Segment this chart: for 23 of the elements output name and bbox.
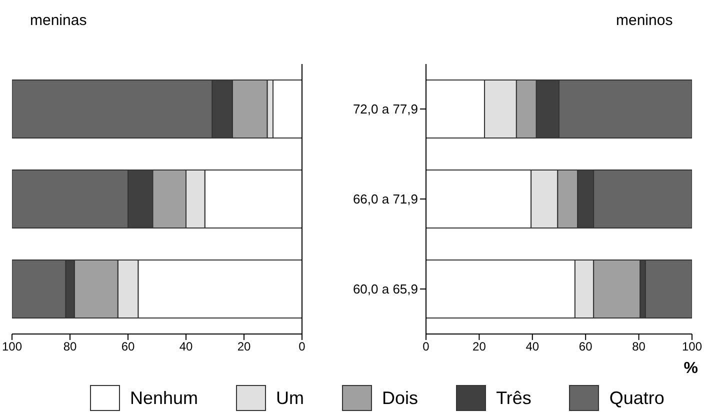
chart-title: meninas [30,12,87,29]
x-tick-label: 0 [422,340,430,354]
y-tick-label: 66,0 a 71,9 [352,192,418,207]
x-axis-title: % [684,360,698,378]
x-tick-label: 100 [2,340,22,354]
y-tick-label: 60,0 a 65,9 [352,282,418,297]
legend-label: Dois [382,388,418,408]
y-tick-label: 72,0 a 77,9 [352,102,418,117]
x-tick-label: 0 [298,340,306,354]
x-tick-label: 20 [237,340,251,354]
x-tick-label: 60 [121,340,135,354]
x-tick-label: 100 [682,340,702,354]
x-tick-label: 80 [632,340,646,354]
legend-label: Três [496,388,532,408]
x-tick-label: 80 [63,340,77,354]
chart-title: meninos [616,12,673,29]
x-tick-label: 20 [472,340,486,354]
legend-label: Um [276,388,304,408]
x-tick-label: 40 [526,340,540,354]
x-tick-label: 60 [578,340,593,354]
x-tick-label: 40 [179,340,193,354]
legend-label: Nenhum [130,388,198,408]
legend-label: Quatro [609,388,664,408]
